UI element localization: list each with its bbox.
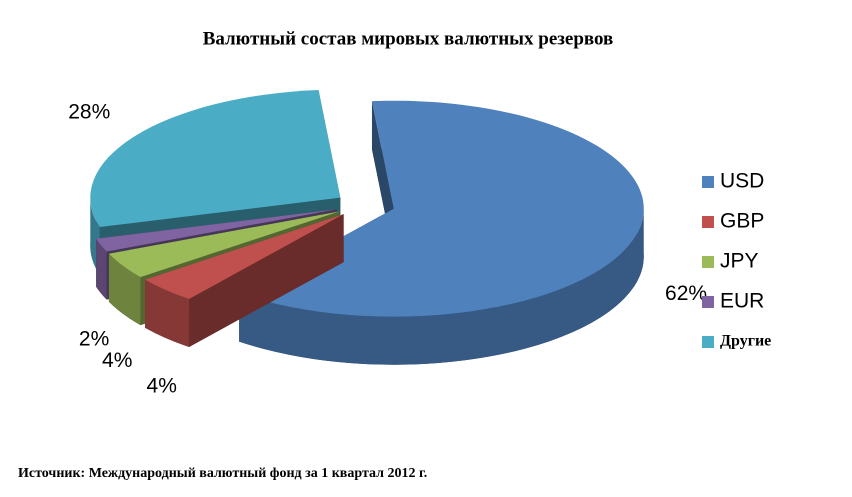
slice xyxy=(145,214,344,347)
source-note: Источник: Международный валютный фонд за… xyxy=(18,466,427,481)
data-label: 4% xyxy=(102,349,132,372)
slice-side xyxy=(145,214,344,328)
pie xyxy=(90,90,644,365)
legend-label: Другие xyxy=(720,333,771,350)
legend-swatch xyxy=(702,336,714,348)
slice-wall xyxy=(239,208,644,365)
legend-swatch xyxy=(702,296,714,308)
data-label: 62% xyxy=(665,282,707,305)
legend-label: USD xyxy=(720,170,764,193)
slice xyxy=(90,90,341,228)
slice xyxy=(108,211,340,278)
data-label: 2% xyxy=(79,328,109,351)
slice-wall xyxy=(108,253,141,326)
slice-wall xyxy=(96,238,107,300)
legend-label: JPY xyxy=(720,250,759,273)
slice-wall xyxy=(145,279,190,347)
legend-swatch xyxy=(702,176,714,188)
legend-label: EUR xyxy=(720,290,764,313)
legend-label: GBP xyxy=(720,210,764,233)
data-label: 4% xyxy=(147,374,177,397)
slice xyxy=(145,214,344,299)
data-label: 28% xyxy=(68,100,110,123)
legend-swatch xyxy=(702,216,714,228)
chart-title: Валютный состав мировых валютных резерво… xyxy=(203,28,614,49)
legend-swatch xyxy=(702,256,714,268)
slice xyxy=(96,209,337,252)
